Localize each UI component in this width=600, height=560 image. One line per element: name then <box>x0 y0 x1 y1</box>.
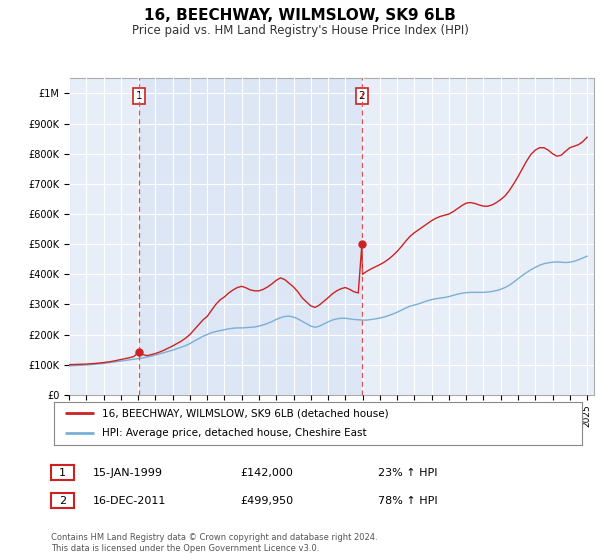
Text: 1: 1 <box>136 91 142 101</box>
Text: HPI: Average price, detached house, Cheshire East: HPI: Average price, detached house, Ches… <box>101 428 366 438</box>
Text: 23% ↑ HPI: 23% ↑ HPI <box>378 468 437 478</box>
Text: 16, BEECHWAY, WILMSLOW, SK9 6LB: 16, BEECHWAY, WILMSLOW, SK9 6LB <box>144 8 456 24</box>
Text: 16, BEECHWAY, WILMSLOW, SK9 6LB (detached house): 16, BEECHWAY, WILMSLOW, SK9 6LB (detache… <box>101 408 388 418</box>
Text: 2: 2 <box>59 496 66 506</box>
Text: Contains HM Land Registry data © Crown copyright and database right 2024.
This d: Contains HM Land Registry data © Crown c… <box>51 533 377 553</box>
Text: £142,000: £142,000 <box>240 468 293 478</box>
Text: 1: 1 <box>59 468 66 478</box>
Text: 2: 2 <box>359 91 365 101</box>
Text: 15-JAN-1999: 15-JAN-1999 <box>93 468 163 478</box>
Text: 78% ↑ HPI: 78% ↑ HPI <box>378 496 437 506</box>
Bar <box>139 78 362 395</box>
Text: £499,950: £499,950 <box>240 496 293 506</box>
Text: Price paid vs. HM Land Registry's House Price Index (HPI): Price paid vs. HM Land Registry's House … <box>131 24 469 36</box>
Text: 16-DEC-2011: 16-DEC-2011 <box>93 496 166 506</box>
